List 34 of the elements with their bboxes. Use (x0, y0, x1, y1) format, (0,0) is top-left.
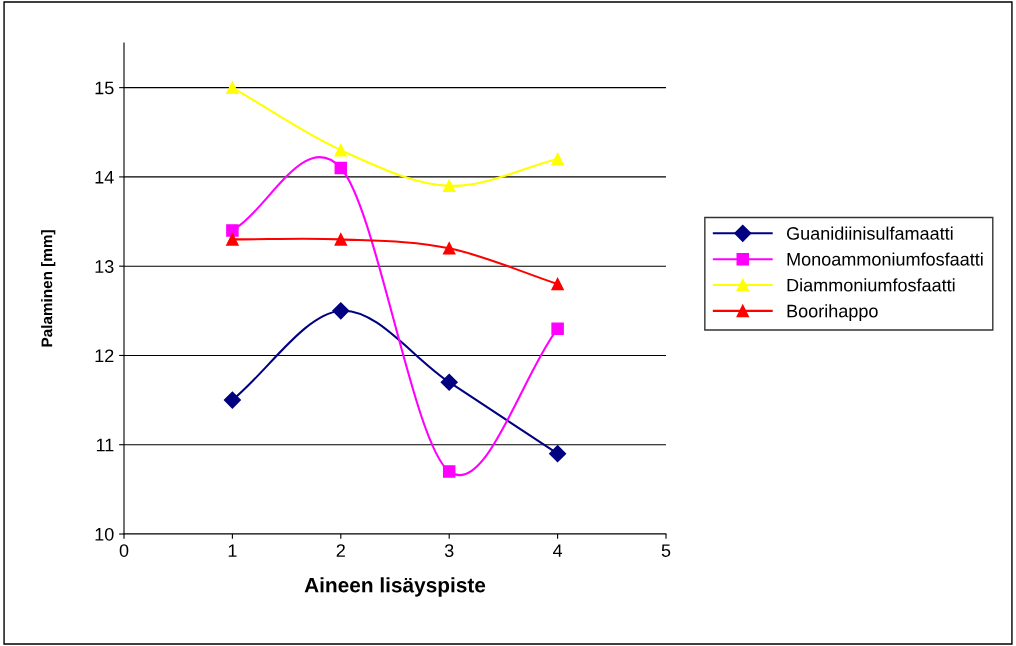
legend-label: Monoammoniumfosfaatti (787, 252, 983, 266)
y-tick-label: 10 (95, 527, 114, 541)
point (551, 277, 564, 291)
point (549, 445, 567, 463)
y-tick-label: 12 (95, 349, 114, 362)
point (332, 302, 350, 320)
point (226, 233, 239, 246)
y-tick-label: 13 (95, 260, 114, 273)
point (334, 233, 348, 246)
y-tick-label: 14 (95, 171, 114, 184)
point (442, 465, 456, 478)
y-axis-title: Palaminen [mm] (41, 230, 56, 347)
point (226, 224, 239, 237)
legend-label: Diammoniumfosfaatti (787, 278, 955, 292)
point (334, 161, 348, 175)
x-tick-label: 3 (444, 544, 454, 557)
x-axis-title: Aineen lisäyspiste (304, 577, 486, 597)
point (440, 373, 458, 391)
x-tick-label: 0 (119, 544, 129, 557)
x-tick-label: 4 (552, 544, 563, 557)
x-tick-label: 5 (661, 544, 671, 557)
legend-label: Guanidiinisulfamaatti (787, 226, 953, 240)
point (442, 179, 456, 193)
legend-label: Boorihappo (787, 304, 878, 321)
point (334, 143, 348, 157)
point (226, 81, 239, 94)
x-tick-label: 1 (228, 544, 237, 557)
point (551, 322, 564, 335)
x-tick-label: 2 (336, 544, 345, 557)
point (442, 242, 456, 255)
point (223, 391, 241, 409)
y-tick-label: 11 (96, 438, 114, 452)
point (551, 152, 564, 166)
y-tick-label: 15 (95, 81, 114, 95)
